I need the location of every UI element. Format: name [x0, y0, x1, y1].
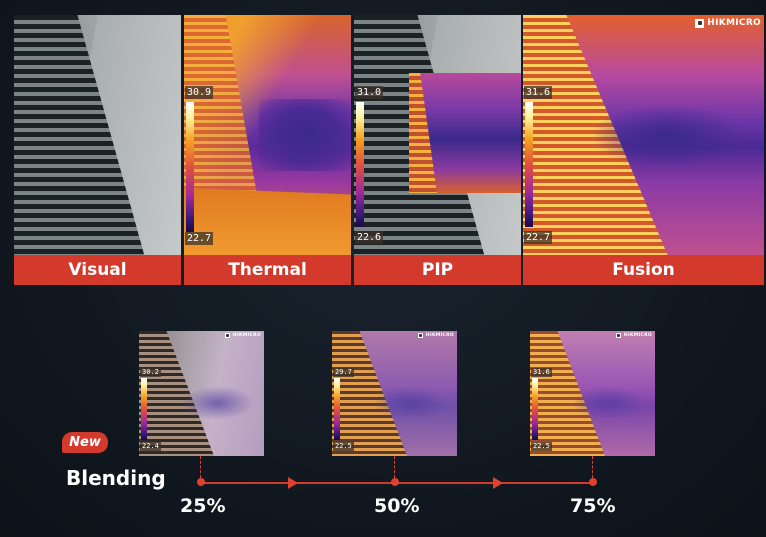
- arrow-right-icon: [493, 477, 503, 489]
- logo-mark-icon: [224, 333, 230, 338]
- blend-thumb-50: HIKMICRO 29.7 22.5: [332, 331, 457, 456]
- blend-percent-50: 50%: [374, 495, 420, 517]
- blend-percent-25: 25%: [180, 495, 226, 517]
- arrow-right-icon: [288, 477, 298, 489]
- timeline-dot-75: [589, 478, 597, 486]
- brand-logo-text: HIKMICRO: [707, 18, 761, 28]
- timeline-dot-25: [197, 478, 205, 486]
- pip-scale-max: 31.0: [355, 86, 384, 99]
- thumb-scale-min: 22.5: [333, 442, 354, 451]
- new-badge: New: [62, 432, 108, 453]
- thermal-panel: 30.9 22.7 Thermal: [184, 15, 351, 285]
- blend-thumb-75: HIKMICRO 31.6 22.5: [530, 331, 655, 456]
- fusion-label: Fusion: [523, 255, 764, 285]
- thermal-label: Thermal: [184, 255, 351, 285]
- pip-scale-min: 22.6: [355, 231, 384, 244]
- thumb-scale-min: 22.5: [531, 442, 552, 451]
- pip-thermal-inset: [409, 73, 521, 193]
- thumb-scale-max: 31.6: [531, 368, 552, 377]
- fusion-scale-min: 22.7: [524, 231, 553, 244]
- visual-panel: Visual: [14, 15, 181, 285]
- pip-color-scale: [356, 102, 364, 227]
- brand-logo-small: HIKMICRO: [417, 333, 454, 338]
- brand-logo: HIKMICRO: [695, 18, 761, 28]
- brand-logo-small: HIKMICRO: [615, 333, 652, 338]
- timeline-connector: [394, 456, 395, 478]
- timeline-connector: [200, 456, 201, 478]
- fusion-scale-max: 31.6: [524, 86, 553, 99]
- timeline-dot-50: [391, 478, 399, 486]
- logo-mark-icon: [695, 18, 705, 28]
- blending-title: Blending: [66, 466, 166, 490]
- pip-label: PIP: [354, 255, 521, 285]
- fusion-panel: HIKMICRO 31.6 22.7 Fusion: [523, 15, 764, 285]
- thermal-scale-max: 30.9: [185, 86, 214, 99]
- blend-percent-75: 75%: [570, 495, 616, 517]
- timeline-connector: [592, 456, 593, 478]
- pip-image: 31.0 22.6: [354, 15, 521, 255]
- visual-image: [14, 15, 181, 255]
- thumb-scale-max: 29.7: [333, 368, 354, 377]
- thumb-color-scale: [532, 378, 538, 440]
- brand-logo-text: HIKMICRO: [623, 333, 652, 338]
- thermal-image: 30.9 22.7: [184, 15, 351, 255]
- thermal-scale-min: 22.7: [185, 232, 214, 245]
- thermal-color-scale: [186, 102, 194, 232]
- fusion-image: HIKMICRO 31.6 22.7: [523, 15, 764, 255]
- logo-mark-icon: [417, 333, 423, 338]
- thumb-color-scale: [141, 378, 147, 440]
- thumb-color-scale: [334, 378, 340, 440]
- brand-logo-small: HIKMICRO: [224, 333, 261, 338]
- visual-label: Visual: [14, 255, 181, 285]
- fusion-color-scale: [525, 102, 533, 227]
- logo-mark-icon: [615, 333, 621, 338]
- thumb-scale-min: 22.4: [140, 442, 161, 451]
- blend-thumb-25: HIKMICRO 30.2 22.4: [139, 331, 264, 456]
- thumb-scale-max: 30.2: [140, 368, 161, 377]
- brand-logo-text: HIKMICRO: [425, 333, 454, 338]
- pip-panel: 31.0 22.6 PIP: [354, 15, 521, 285]
- brand-logo-text: HIKMICRO: [232, 333, 261, 338]
